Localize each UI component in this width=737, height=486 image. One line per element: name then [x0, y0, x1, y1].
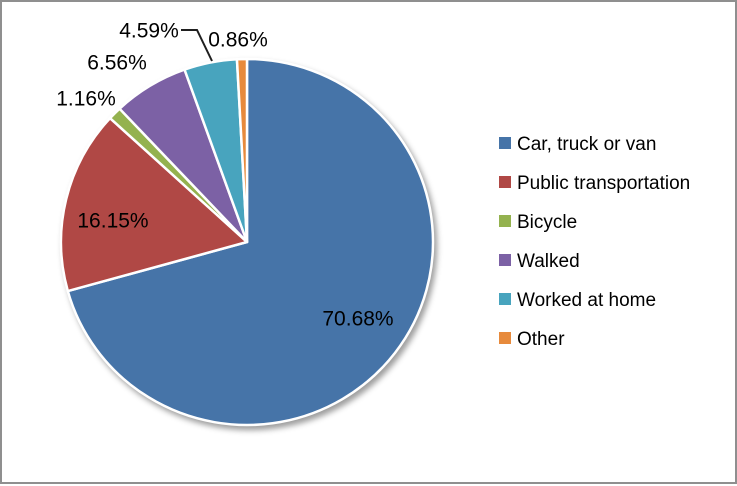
legend-swatch-icon	[499, 253, 511, 266]
legend-swatch-icon	[499, 292, 511, 305]
legend-item-public-transportation: Public transportation	[499, 164, 690, 203]
legend-label: Bicycle	[517, 211, 578, 233]
legend: Car, truck or van Public transportation Bi…	[499, 125, 690, 359]
legend-item-walked: Walked	[499, 242, 690, 281]
legend-swatch-icon	[499, 331, 511, 344]
legend-swatch-icon	[499, 136, 511, 149]
legend-label: Other	[517, 328, 565, 350]
legend-item-car-truck-or-van: Car, truck or van	[499, 125, 690, 164]
legend-label: Car, truck or van	[517, 133, 657, 155]
legend-swatch-icon	[499, 175, 511, 188]
legend-item-worked-at-home: Worked at home	[499, 281, 690, 320]
legend-label: Public transportation	[517, 172, 691, 194]
pie-slice-car-truck-or-van	[66, 57, 435, 427]
legend-label: Walked	[517, 250, 580, 272]
pie-slice-public-transportation	[59, 116, 249, 293]
legend-item-other: Other	[499, 320, 690, 359]
leader-lines-group	[181, 29, 213, 62]
legend-label: Worked at home	[517, 289, 657, 311]
pie-slice-other	[235, 57, 249, 244]
legend-item-bicycle: Bicycle	[499, 203, 690, 242]
legend-swatch-icon	[499, 214, 511, 227]
pie-slices-group	[59, 57, 435, 427]
leader-line-worked-at-home	[181, 29, 213, 62]
